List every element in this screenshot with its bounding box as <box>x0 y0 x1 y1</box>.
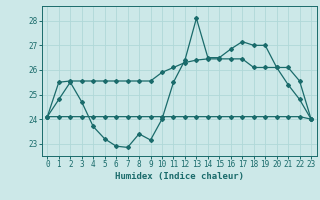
X-axis label: Humidex (Indice chaleur): Humidex (Indice chaleur) <box>115 172 244 181</box>
